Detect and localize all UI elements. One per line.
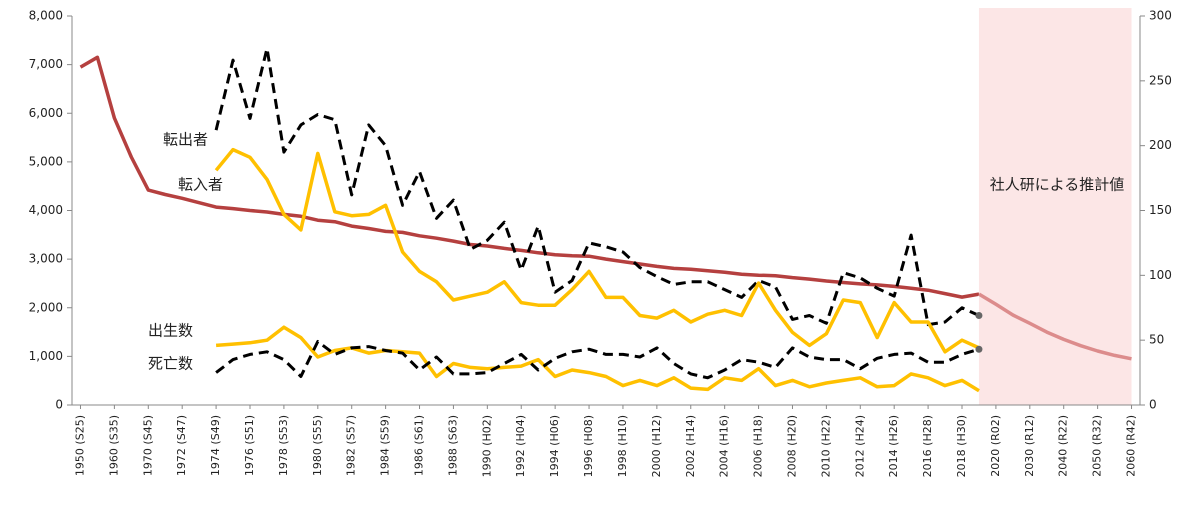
x-tick-label: 2020 (R02)	[989, 415, 1002, 477]
y2-tick-label: 100	[1149, 268, 1172, 282]
x-tick-label: 1972 (S47)	[175, 415, 188, 476]
x-tick-label: 2006 (H18)	[752, 415, 765, 477]
x-tick-label: 2040 (R22)	[1057, 415, 1070, 477]
y2-tick-label: 0	[1149, 398, 1157, 412]
x-tick-label: 1974 (S49)	[209, 415, 222, 476]
end-marker	[975, 345, 983, 353]
series-label: 出生数	[148, 322, 193, 340]
x-tick-label: 2018 (H30)	[955, 415, 968, 477]
x-tick-label: 1988 (S63)	[446, 415, 459, 476]
y-tick-label: 0	[55, 398, 63, 412]
x-tick-label: 1986 (S61)	[413, 415, 426, 476]
y-tick-label: 2,000	[29, 300, 63, 314]
projection-layer	[978, 8, 1132, 405]
y-tick-label: 6,000	[29, 106, 63, 120]
y-tick-label: 4,000	[29, 203, 63, 217]
x-tick-label: 1970 (S45)	[141, 415, 154, 476]
y-tick-label: 7,000	[29, 57, 63, 71]
y2-tick-label: 150	[1149, 203, 1172, 217]
x-tick-label: 2004 (H16)	[718, 415, 731, 477]
y2-tick-label: 250	[1149, 73, 1172, 87]
x-tick-label: 2030 (R12)	[1023, 415, 1036, 477]
y2-tick-label: 50	[1149, 333, 1164, 347]
x-tick-label: 2016 (H28)	[921, 415, 934, 477]
x-tick-label: 1998 (H10)	[616, 415, 629, 477]
x-tick-label: 2012 (H24)	[853, 415, 866, 477]
y2-tick-label: 300	[1149, 9, 1172, 23]
y-tick-label: 1,000	[29, 349, 63, 363]
series-line	[215, 340, 980, 380]
x-tick-label: 2002 (H14)	[684, 415, 697, 477]
x-tick-label: 2000 (H12)	[650, 415, 663, 477]
y-tick-label: 8,000	[29, 9, 63, 23]
projection-band	[978, 8, 1132, 405]
series-label: 死亡数	[148, 355, 193, 373]
series-label: 転出者	[163, 131, 208, 149]
x-tick-label: 1950 (S25)	[73, 415, 86, 476]
y-tick-label: 5,000	[29, 154, 63, 168]
x-tick-label: 2008 (H20)	[785, 415, 798, 477]
x-tick-label: 1994 (H06)	[548, 415, 561, 477]
x-tick-label: 1976 (S51)	[243, 415, 256, 476]
series-line	[978, 292, 1132, 361]
x-tick-label: 1990 (H02)	[480, 415, 493, 477]
series-line	[214, 46, 980, 327]
y2-tick-label: 200	[1149, 138, 1172, 152]
series-label: 転入者	[178, 176, 223, 194]
x-tick-label: 1982 (S57)	[345, 415, 358, 476]
x-tick-label: 1960 (S35)	[107, 415, 120, 476]
x-tick-label: 2060 (R42)	[1125, 415, 1138, 477]
annotation: 社人研による推計値	[990, 176, 1125, 194]
x-tick-label: 2010 (H22)	[819, 415, 832, 477]
x-tick-label: 1992 (H04)	[514, 415, 527, 477]
end-marker	[975, 312, 983, 320]
x-tick-label: 1978 (S53)	[277, 415, 290, 476]
x-tick-label: 1984 (S59)	[379, 415, 392, 476]
series-line	[214, 147, 980, 354]
x-tick-label: 1996 (H08)	[582, 415, 595, 477]
x-tick-label: 2014 (H26)	[887, 415, 900, 477]
x-tick-label: 2050 (R32)	[1091, 415, 1104, 477]
x-tick-label: 1980 (S55)	[311, 415, 324, 476]
y-tick-label: 3,000	[29, 252, 63, 266]
series-line	[215, 325, 980, 393]
